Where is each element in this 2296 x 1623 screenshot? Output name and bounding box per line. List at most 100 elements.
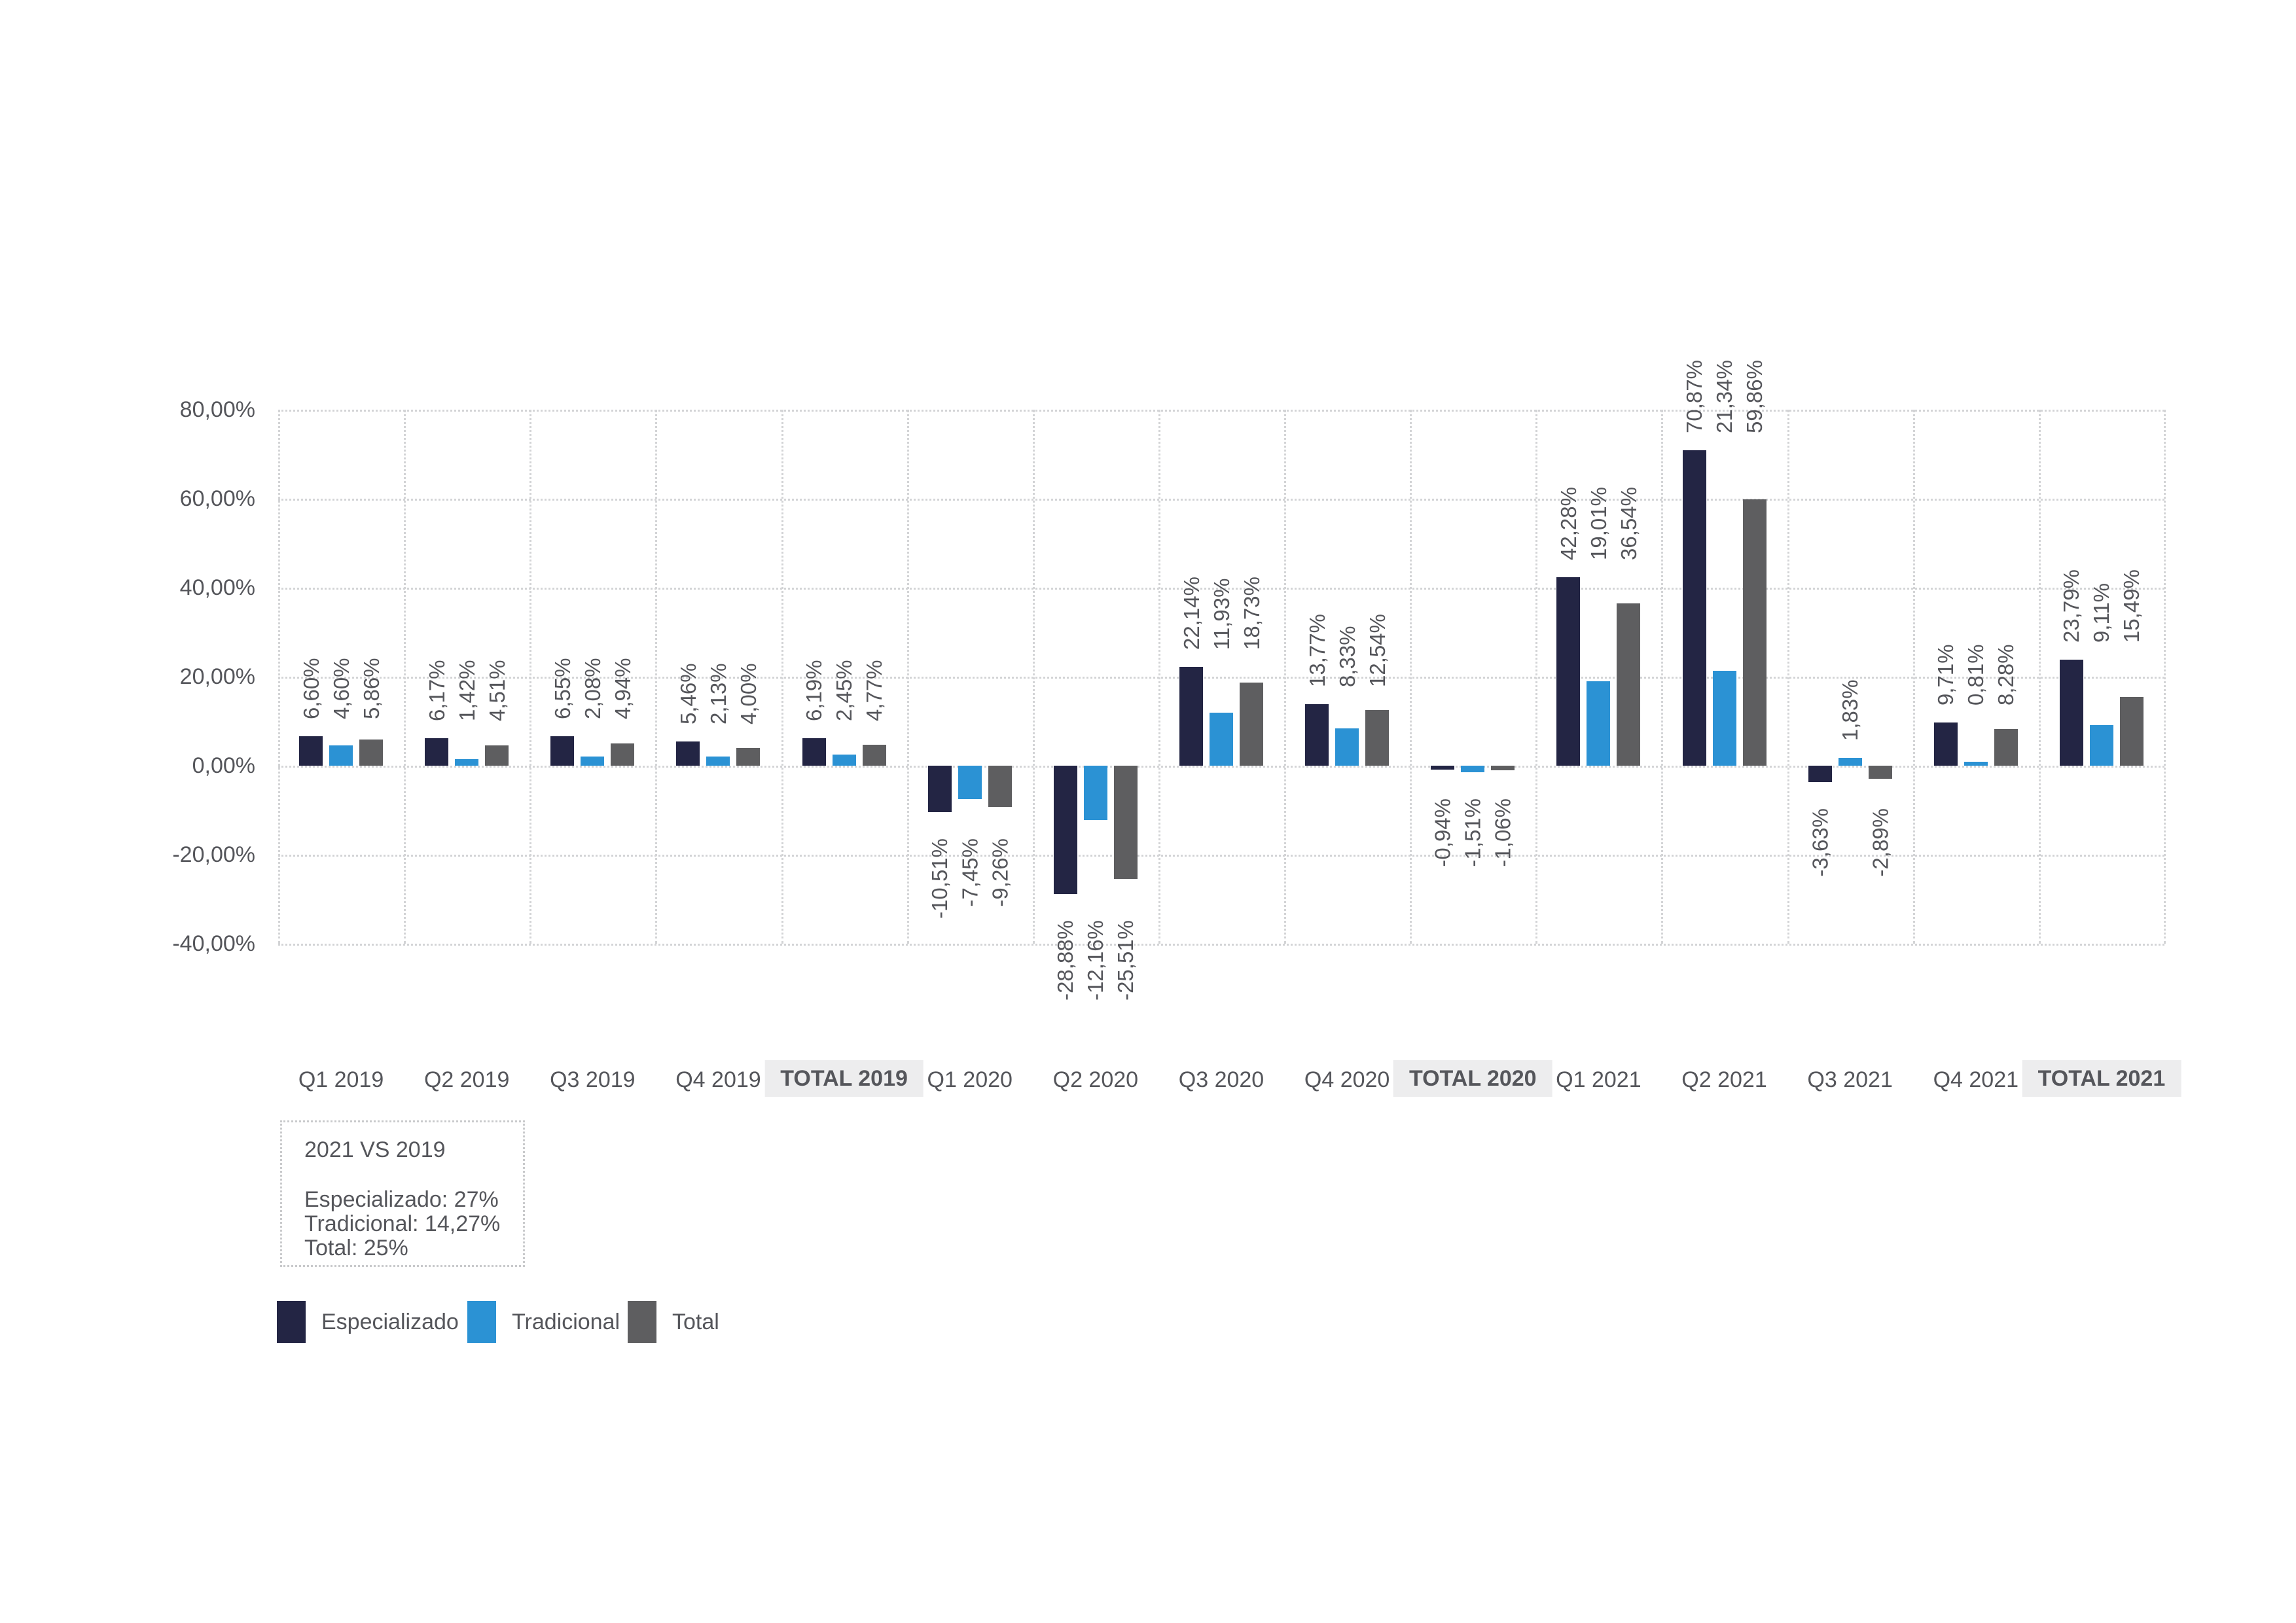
bar-tradicional-q1-2021 [1587, 681, 1611, 766]
bar-total-q3-2019 [611, 743, 635, 766]
bar-especializado-q1-2020 [927, 766, 952, 813]
bar-value-label-total-q3-2021: -2,89% [1868, 808, 1893, 877]
note-line-0: Especializado: 27% [304, 1187, 499, 1212]
bar-value-label-tradicional-q4-2020: 8,33% [1335, 626, 1359, 688]
gridline-v [781, 410, 783, 944]
gridline-v [1535, 410, 1538, 944]
bar-value-label-total-q2-2019: 4,51% [484, 660, 509, 722]
bar-value-label-especializado-q2-2021: 70,87% [1682, 360, 1707, 434]
bar-total-q2-2019 [485, 745, 509, 766]
bar-value-label-especializado-q3-2019: 6,55% [550, 658, 575, 720]
bar-value-label-tradicional-total-2020: -1,51% [1460, 798, 1485, 867]
bar-especializado-q1-2019 [299, 736, 323, 766]
bar-value-label-especializado-q1-2020: -10,51% [927, 838, 952, 919]
bar-tradicional-q4-2019 [706, 756, 730, 766]
bar-value-label-tradicional-total-2019: 2,45% [832, 660, 857, 721]
bar-tradicional-q4-2020 [1335, 728, 1359, 766]
gridline-h [278, 944, 2164, 946]
bar-value-label-total-q4-2021: 8,28% [1994, 644, 2018, 705]
bar-value-label-tradicional-q2-2020: -12,16% [1083, 920, 1108, 1001]
bar-value-label-tradicional-total-2021: 9,11% [2089, 583, 2114, 643]
bar-value-label-especializado-q4-2019: 5,46% [675, 663, 700, 724]
gridline-v [1158, 410, 1160, 944]
bar-value-label-tradicional-q1-2019: 4,60% [329, 658, 353, 720]
bar-value-label-tradicional-q4-2019: 2,13% [706, 663, 730, 724]
bar-tradicional-q3-2020 [1210, 712, 1233, 766]
bar-value-label-total-q3-2020: 18,73% [1239, 577, 1264, 651]
bar-value-label-especializado-q3-2021: -3,63% [1808, 808, 1833, 877]
bar-tradicional-total-2021 [2089, 725, 2113, 766]
legend-swatch-total [628, 1301, 656, 1343]
x-axis-label-q2-2021: Q2 2021 [1681, 1067, 1767, 1092]
bar-value-label-total-q2-2020: -25,51% [1113, 920, 1138, 1001]
x-axis-label-q3-2019: Q3 2019 [550, 1067, 636, 1092]
bar-tradicional-q3-2019 [581, 756, 605, 766]
bar-tradicional-q1-2019 [329, 745, 353, 766]
gridline-h [278, 588, 2164, 590]
legend-swatch-especializado [277, 1301, 306, 1343]
bar-total-total-2019 [862, 744, 886, 766]
note-lines: Especializado: 27% Tradicional: 14,27% Tot… [304, 1188, 523, 1260]
bar-value-label-total-q4-2020: 12,54% [1365, 614, 1390, 688]
x-axis-label-q1-2020: Q1 2020 [927, 1067, 1013, 1092]
legend-item-total: Total [628, 1301, 719, 1343]
bar-value-label-tradicional-q3-2019: 2,08% [580, 658, 605, 720]
gridline-v [1661, 410, 1664, 944]
legend-item-tradicional: Tradicional [467, 1301, 620, 1343]
y-axis-tick: -20,00% [172, 842, 255, 867]
legend-label-especializado: Especializado [321, 1309, 459, 1334]
bar-value-label-total-q1-2019: 5,86% [359, 658, 384, 720]
gridline-v [906, 410, 909, 944]
bar-especializado-q4-2021 [1933, 722, 1958, 766]
gridline-v [1032, 410, 1035, 944]
bar-tradicional-q2-2021 [1712, 670, 1736, 766]
bar-value-label-total-q1-2021: 36,54% [1616, 487, 1641, 561]
bar-especializado-q2-2019 [425, 738, 449, 766]
bar-especializado-q3-2019 [550, 736, 575, 766]
bar-value-label-total-q4-2019: 4,00% [736, 663, 761, 724]
bar-total-q4-2019 [736, 747, 761, 766]
bar-value-label-total-q3-2019: 4,94% [610, 658, 635, 720]
x-axis-label-q2-2019: Q2 2019 [423, 1067, 510, 1092]
x-axis-label-total-2019: TOTAL 2019 [764, 1060, 924, 1097]
legend-label-total: Total [672, 1309, 719, 1334]
y-axis-tick: -40,00% [172, 931, 255, 956]
x-axis-label-q4-2019: Q4 2019 [675, 1067, 761, 1092]
bar-tradicional-q3-2021 [1838, 757, 1862, 766]
bar-especializado-q1-2021 [1556, 577, 1581, 766]
bar-total-q3-2020 [1240, 682, 1263, 766]
x-axis-label-q3-2020: Q3 2020 [1178, 1067, 1265, 1092]
gridline-v [2163, 410, 2166, 944]
bar-value-label-total-q1-2020: -9,26% [988, 838, 1013, 908]
y-axis-tick: 60,00% [179, 486, 255, 511]
bar-value-label-especializado-q2-2020: -28,88% [1053, 920, 1078, 1001]
x-axis-label-total-2021: TOTAL 2021 [2022, 1060, 2181, 1097]
bar-especializado-total-2020 [1431, 766, 1455, 770]
gridline-v [1787, 410, 1789, 944]
x-axis-label-total-2020: TOTAL 2020 [1393, 1060, 1552, 1097]
bar-value-label-tradicional-q3-2020: 11,93% [1209, 578, 1234, 651]
bar-total-total-2021 [2119, 696, 2144, 766]
bar-value-label-especializado-q4-2020: 13,77% [1304, 614, 1329, 688]
gridline-v [1284, 410, 1287, 944]
gridline-v [1912, 410, 1915, 944]
bar-value-label-total-q2-2021: 59,86% [1742, 360, 1767, 434]
legend-item-especializado: Especializado [277, 1301, 459, 1343]
gridline-h [278, 499, 2164, 501]
bar-tradicional-total-2019 [832, 755, 856, 766]
bar-especializado-q3-2020 [1179, 667, 1203, 766]
bar-total-q2-2021 [1742, 499, 1767, 766]
bar-total-q1-2021 [1617, 603, 1641, 766]
bar-total-q1-2020 [988, 766, 1012, 807]
legend-swatch-tradicional [467, 1301, 496, 1343]
note-line-1: Tradicional: 14,27% [304, 1211, 501, 1236]
bar-value-label-especializado-q4-2021: 9,71% [1933, 644, 1958, 705]
bar-value-label-especializado-q3-2020: 22,14% [1179, 577, 1204, 651]
bar-tradicional-total-2020 [1461, 766, 1485, 773]
bar-value-label-tradicional-q2-2021: 21,34% [1712, 360, 1737, 434]
bar-value-label-tradicional-q1-2021: 19,01% [1586, 487, 1611, 561]
gridline-v [1410, 410, 1412, 944]
gridline-v [278, 410, 280, 944]
x-axis-label-q2-2020: Q2 2020 [1052, 1067, 1139, 1092]
bar-value-label-especializado-q2-2019: 6,17% [424, 660, 449, 722]
